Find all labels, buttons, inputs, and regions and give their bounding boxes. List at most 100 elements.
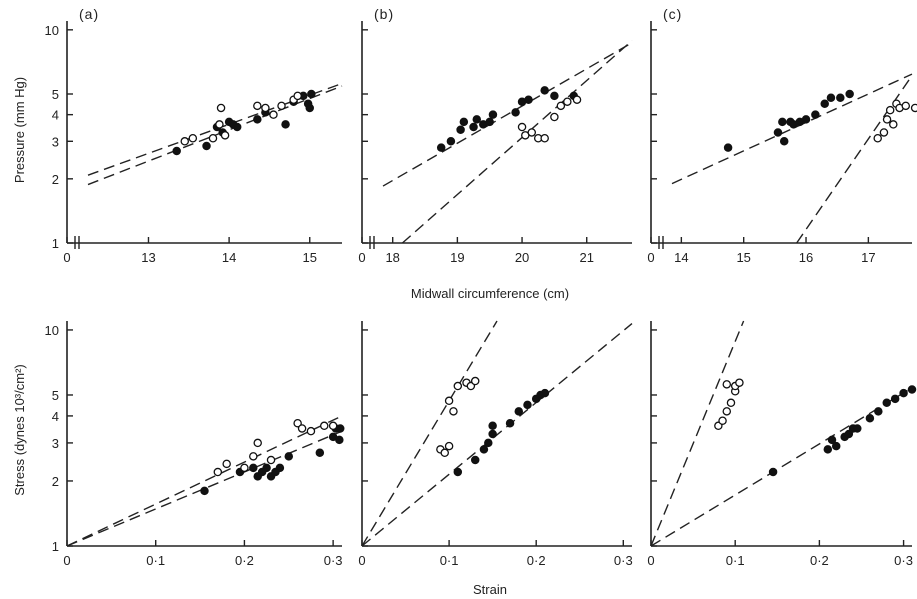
filled-data-point (907, 385, 917, 394)
filled-data-point (865, 414, 875, 423)
filled-data-point (470, 455, 480, 465)
y-tick-label: 5 (52, 388, 59, 403)
x-tick-label: 13 (141, 250, 155, 265)
regression-line (671, 73, 913, 185)
open-data-point (328, 421, 338, 431)
open-data-point (726, 398, 736, 408)
open-data-point (470, 376, 480, 386)
filled-data-point (472, 115, 482, 124)
filled-data-point (890, 394, 900, 404)
x-tick-label: 0·1 (440, 553, 459, 568)
y-tick-label: 1 (52, 539, 59, 554)
open-data-point (449, 407, 458, 416)
open-data-point (722, 407, 732, 416)
open-data-point (266, 455, 276, 465)
filled-data-point (488, 421, 497, 431)
x-tick-label: 0·2 (810, 553, 829, 568)
filled-data-point (811, 110, 820, 119)
open-data-point (306, 426, 316, 436)
filled-data-point (524, 95, 533, 104)
y-tick-label: 10 (45, 323, 59, 338)
filled-data-point (523, 400, 532, 410)
chart-panel-2: 0 18 19 20 21 (b) (358, 6, 633, 265)
chart-panel-3: 0 14 15 16 17 (c) (647, 6, 917, 265)
filled-data-point (305, 103, 314, 113)
filled-data-point (436, 143, 446, 152)
chart-panel-1: 1 2 3 4 5 10 0 13 14 15 (a) (45, 6, 343, 265)
open-data-point (253, 101, 262, 111)
x-tick-label: 14 (222, 250, 236, 265)
filled-data-point (826, 93, 836, 103)
x-tick-label: 0·3 (614, 553, 633, 568)
open-data-point (540, 134, 549, 143)
open-data-point (222, 459, 231, 469)
y-tick-label: 4 (52, 108, 59, 123)
chart-panel-5: 0 0·1 0·2 0·3 (358, 320, 633, 568)
filled-data-point (723, 143, 733, 152)
filled-data-point (831, 441, 841, 451)
open-data-point (188, 134, 198, 143)
open-data-point (293, 418, 302, 428)
stress-y-axis-title: Stress (dynes 10³/cm²) (12, 364, 27, 495)
x-tick-label: 0·3 (324, 553, 343, 568)
x-tick-label: 0·1 (146, 553, 165, 568)
filled-data-point (281, 120, 290, 129)
open-data-point (180, 137, 190, 146)
y-tick-label: 4 (52, 409, 59, 424)
open-data-point (220, 131, 230, 140)
filled-data-point (899, 388, 908, 398)
regression-line (66, 430, 343, 547)
x-tick-label: 0 (358, 250, 365, 265)
open-data-point (873, 134, 882, 143)
open-data-point (253, 438, 262, 448)
y-tick-label: 5 (52, 87, 59, 102)
filled-data-point (459, 117, 469, 127)
panel-label: (b) (374, 6, 394, 22)
open-data-point (889, 120, 898, 129)
filled-data-point (882, 398, 891, 408)
open-data-point (901, 101, 911, 111)
regression-line (650, 320, 745, 547)
y-tick-label: 3 (52, 134, 59, 149)
filled-data-point (469, 122, 478, 132)
panel-label: (c) (663, 6, 682, 22)
open-data-point (556, 101, 566, 111)
open-data-point (277, 101, 286, 111)
regression-line (401, 40, 633, 244)
filled-data-point (307, 89, 316, 99)
filled-data-point (315, 448, 325, 458)
open-data-point (517, 122, 527, 132)
filled-data-point (456, 125, 465, 134)
x-tick-label: 15 (736, 250, 750, 265)
y-tick-label: 2 (52, 172, 59, 187)
open-data-point (885, 105, 895, 115)
y-tick-label: 10 (45, 23, 59, 38)
open-data-point (261, 103, 270, 113)
filled-data-point (232, 122, 242, 132)
open-data-point (208, 134, 218, 143)
open-data-point (550, 112, 559, 122)
filled-data-point (820, 99, 829, 109)
x-tick-label: 16 (799, 250, 813, 265)
open-data-point (216, 103, 226, 113)
chart-panel-4: 1 2 3 4 5 10 0 0·1 0·2 0·3 (45, 321, 345, 568)
filled-data-point (484, 438, 493, 448)
filled-data-point (488, 429, 497, 439)
filled-data-point (511, 108, 520, 117)
filled-data-point (172, 146, 181, 156)
x-tick-label: 0·3 (894, 553, 913, 568)
filled-data-point (488, 110, 498, 119)
open-data-point (527, 128, 537, 137)
y-tick-label: 3 (52, 436, 59, 451)
x-tick-label: 18 (385, 250, 399, 265)
open-data-point (453, 381, 463, 391)
open-data-point (718, 416, 727, 425)
filled-data-point (275, 463, 285, 473)
filled-data-point (827, 435, 837, 445)
open-data-point (722, 380, 732, 389)
filled-data-point (823, 445, 833, 454)
open-data-point (440, 448, 449, 458)
filled-data-point (768, 467, 778, 477)
filled-data-point (836, 93, 845, 103)
